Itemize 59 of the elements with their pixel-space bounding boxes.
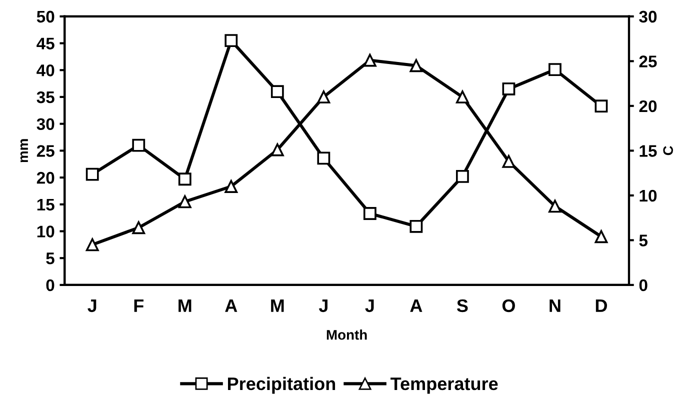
legend-label: Precipitation (228, 376, 336, 394)
y2-axis-title: C (663, 146, 674, 156)
y2-tick-label: 25 (639, 56, 657, 68)
point (224, 180, 238, 193)
point (86, 238, 99, 252)
x-tick-label: F (134, 300, 144, 312)
x-tick-label: S (456, 299, 468, 312)
y-tick-label: 45 (36, 38, 54, 50)
point (502, 154, 516, 168)
x-tick-label: J (318, 300, 328, 312)
y-tick-label: 35 (36, 91, 54, 104)
point (317, 152, 330, 165)
x-tick-label: O (502, 299, 515, 312)
point (178, 195, 192, 208)
point (410, 220, 423, 233)
point (317, 90, 330, 104)
y-tick-label: 30 (36, 118, 54, 130)
point (594, 230, 608, 244)
y-tick-label: 20 (36, 172, 54, 184)
y2-tick-label: 10 (640, 190, 657, 202)
y2-tick-label: 20 (639, 100, 657, 112)
x-tick-label: J (88, 300, 96, 312)
point (502, 82, 516, 96)
y-tick-label: 10 (37, 226, 54, 238)
y-tick-label: 25 (36, 145, 54, 157)
point (224, 34, 238, 48)
point (456, 170, 469, 183)
y2-tick-label: 5 (639, 234, 648, 246)
x-tick-label: A (225, 300, 238, 312)
point (132, 138, 146, 152)
x-tick-label: D (596, 300, 608, 312)
point (86, 168, 99, 181)
x-tick-label: M (271, 300, 284, 312)
x-tick-label: J (365, 300, 374, 312)
point (548, 200, 562, 213)
point (270, 85, 284, 98)
x-axis-title: Month (326, 330, 367, 340)
x-tick-label: N (550, 300, 560, 312)
point (270, 143, 284, 156)
y2-tick-label: 15 (640, 145, 657, 157)
y2-tick-label: 0 (639, 279, 648, 292)
y-tick-label: 15 (37, 198, 54, 211)
point (363, 207, 376, 220)
point (132, 221, 146, 234)
y-axis-title: mm (20, 139, 28, 162)
point (548, 63, 562, 76)
point (410, 59, 423, 72)
y-tick-label: 50 (36, 10, 54, 23)
y-tick-label: 40 (36, 64, 54, 76)
y-tick-label: 0 (46, 279, 54, 292)
x-tick-label: M (178, 300, 192, 312)
point (363, 54, 376, 67)
y-tick-label: 5 (46, 252, 54, 264)
point (456, 90, 469, 104)
legend-label: Temperature (390, 378, 498, 394)
x-tick-label: A (410, 300, 422, 312)
point (594, 100, 608, 113)
y2-tick-label: 30 (639, 10, 657, 23)
point (178, 172, 192, 186)
